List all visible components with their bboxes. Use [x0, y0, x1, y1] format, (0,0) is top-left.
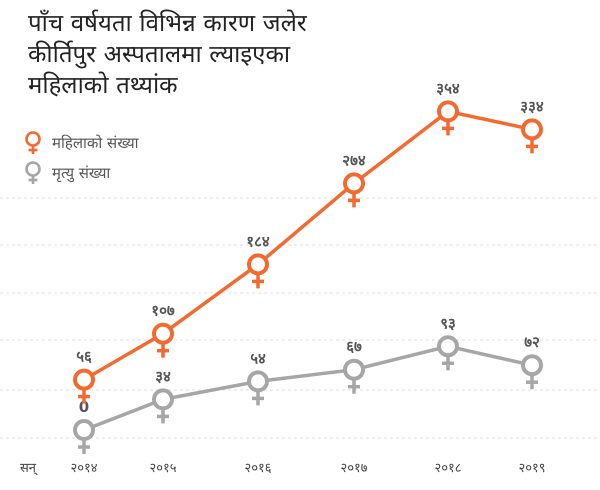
female-symbol-icon: [521, 118, 543, 154]
data-label-women: ३३४: [520, 97, 544, 115]
female-symbol-icon: [247, 253, 269, 289]
data-point: [73, 419, 95, 441]
chart-title: पाँच वर्षयता विभिन्न कारण जलेर कीर्तिपुर…: [28, 8, 408, 101]
female-symbol-icon: [25, 131, 41, 154]
x-tick-label: २०१७: [340, 461, 367, 476]
legend-label-deaths: मृत्यु संख्या: [52, 164, 111, 182]
title-line-1: पाँच वर्षयता विभिन्न कारण जलेर: [28, 9, 307, 37]
data-point: [437, 335, 459, 358]
title-line-2: कीर्तिपुर अस्पतालमा ल्याइएका: [28, 40, 291, 68]
x-axis-label: सन्: [20, 461, 38, 476]
female-symbol-icon: [521, 354, 543, 390]
data-label-deaths: ३४: [155, 367, 171, 385]
data-label-deaths: 0: [79, 398, 89, 416]
data-label-women: १८४: [246, 232, 270, 250]
female-symbol-icon: [25, 161, 41, 184]
legend-label-women: महिलाको संख्या: [52, 134, 139, 152]
data-label-deaths: ६७: [346, 338, 362, 356]
data-label-women: ३५४: [436, 79, 460, 97]
data-point: [521, 354, 543, 377]
data-point: [247, 253, 269, 276]
data-label-women: १०७: [151, 302, 175, 320]
female-symbol-icon: [437, 335, 459, 371]
data-point: [521, 118, 543, 141]
data-label-deaths: ७२: [524, 333, 540, 351]
female-symbol-icon: [73, 419, 95, 454]
female-symbol-icon: [343, 358, 365, 394]
data-point: [73, 368, 95, 391]
data-point: [247, 370, 269, 393]
female-symbol-icon: [152, 322, 174, 358]
female-symbol-icon: [437, 100, 459, 136]
data-point: [343, 358, 365, 381]
x-tick-label: २०१६: [244, 461, 271, 476]
x-tick-label: २०१९: [518, 461, 545, 476]
female-symbol-icon: [343, 172, 365, 208]
legend-item-women: महिलाको संख्या: [22, 128, 139, 158]
x-tick-label: २०१८: [434, 461, 461, 476]
series-line-deaths: [83, 344, 533, 432]
data-point: [437, 100, 459, 123]
x-tick-label: २०१४: [70, 461, 97, 476]
title-line-3: महिलाको तथ्यांक: [28, 71, 178, 99]
legend: महिलाको संख्या मृत्यु संख्या: [22, 128, 139, 188]
data-point: [343, 172, 365, 195]
data-point: [152, 322, 174, 345]
data-point: [152, 388, 174, 411]
female-symbol-icon: [152, 388, 174, 424]
data-label-deaths: ५४: [250, 349, 266, 367]
data-label-women: ५६: [76, 348, 92, 366]
x-tick-label: २०१५: [149, 461, 176, 476]
female-symbol-icon: [247, 370, 269, 406]
data-label-women: २७४: [342, 151, 366, 169]
legend-item-deaths: मृत्यु संख्या: [22, 158, 139, 188]
female-symbol-icon: [73, 368, 95, 404]
data-label-deaths: ९३: [440, 314, 456, 332]
series-line-women: [83, 109, 533, 382]
